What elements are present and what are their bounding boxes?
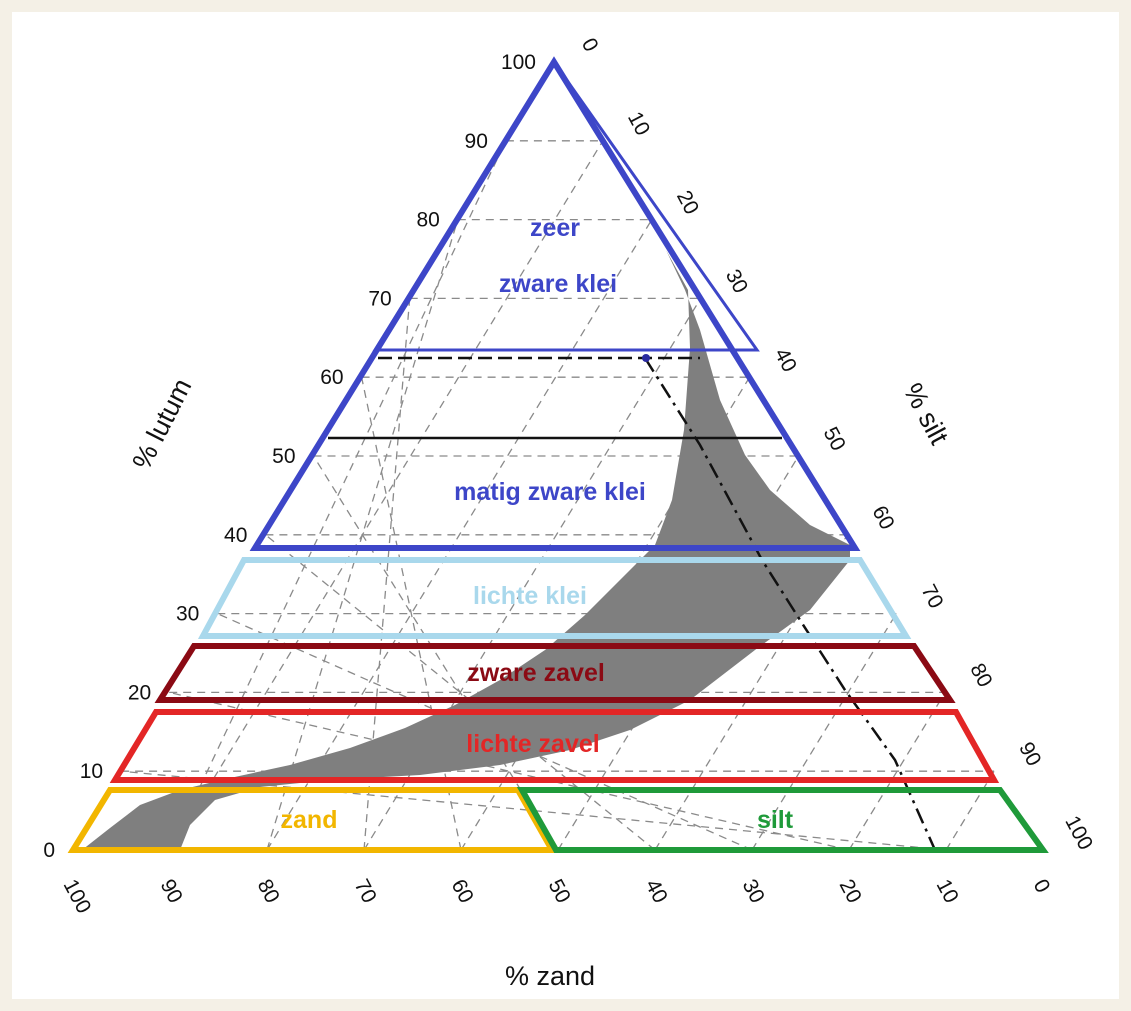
zand-tick-label: 60: [447, 876, 478, 907]
figure-frame: [12, 12, 1119, 999]
label-zeer: zeer: [530, 214, 580, 242]
silt-tick-label: 80: [965, 660, 996, 691]
lutum-tick-label: 100: [501, 51, 536, 74]
klei-triangle-outline: [249, 56, 861, 551]
grid-line: [266, 219, 653, 851]
lutum-tick-labels: 0 10 20 30 40 50 60 70 80 90 100: [43, 51, 536, 862]
label-silt: silt: [757, 806, 794, 834]
zand-tick-label: 50: [544, 876, 575, 907]
grid-line: [169, 140, 604, 851]
silt-tick-label: 90: [1014, 738, 1045, 769]
silt-tick-label: 20: [672, 187, 703, 218]
lutum-tick-label: 10: [80, 760, 103, 783]
silt-tick-label: 30: [721, 266, 752, 297]
reference-line-diagonal: [643, 357, 937, 851]
label-lichte-zavel: lichte zavel: [466, 730, 599, 758]
silt-tick-label: 100: [1060, 812, 1097, 854]
zand-axis-title: % zand: [505, 961, 595, 991]
silt-tick-label: 70: [916, 581, 947, 612]
zand-tick-label: 70: [350, 876, 381, 907]
silt-boundary: [516, 787, 1049, 853]
grid-line: [363, 298, 702, 851]
silt-tick-label: 10: [623, 108, 654, 139]
lutum-tick-label: 30: [176, 603, 199, 626]
zand-tick-label: 100: [59, 876, 96, 918]
lutum-tick-label: 70: [368, 287, 391, 310]
silt-tick-label: 40: [770, 344, 801, 375]
lutum-tick-label: 80: [416, 209, 439, 232]
silt-axis-title: % silt: [898, 378, 955, 449]
lutum-tick-label: 90: [465, 130, 488, 153]
grid-line: [169, 691, 850, 851]
lichte-klei-boundary: [197, 557, 912, 639]
label-matig-zware-klei: matig zware klei: [454, 478, 646, 506]
grid-line: [169, 140, 507, 851]
zand-tick-label: 20: [835, 876, 866, 907]
silt-tick-label: 0: [577, 34, 603, 55]
grid-line: [312, 455, 559, 851]
lutum-tick-label: 0: [43, 839, 55, 862]
zware-zavel-boundary: [154, 643, 956, 703]
label-zware-zavel: zware zavel: [467, 659, 605, 687]
lutum-tick-label: 60: [320, 366, 343, 389]
lutum-tick-label: 50: [272, 445, 295, 468]
label-zand: zand: [281, 806, 338, 834]
silt-tick-label: 60: [868, 502, 899, 533]
grid-line: [654, 534, 848, 851]
zand-tick-label: 10: [932, 876, 963, 907]
silt-tick-label: 50: [819, 423, 850, 454]
zand-tick-label: 30: [738, 876, 769, 907]
grid-line: [945, 770, 995, 851]
lichte-zavel-boundary: [109, 709, 1000, 783]
zand-boundary: [67, 787, 558, 853]
lutum-axis-title: % lutum: [126, 374, 197, 475]
grid-line: [360, 377, 462, 851]
label-zware-klei: zware klei: [499, 270, 617, 298]
silt-tick-labels: 0 10 20 30 40 50 60 70 80 90 100: [577, 34, 1097, 853]
lutum-tick-label: 40: [224, 524, 247, 547]
zand-tick-label: 90: [156, 876, 187, 907]
lutum-tick-label: 20: [128, 681, 151, 704]
grid-line: [848, 692, 946, 851]
zand-tick-label: 40: [641, 876, 672, 907]
label-lichte-klei: lichte klei: [473, 582, 587, 610]
zand-tick-label: 80: [253, 876, 284, 907]
zand-tick-label: 0: [1029, 876, 1055, 897]
zand-tick-labels: 100 90 80 70 60 50 40 30 20 10 0: [59, 876, 1055, 918]
reference-point: [642, 354, 650, 362]
grid-line: [751, 613, 897, 851]
